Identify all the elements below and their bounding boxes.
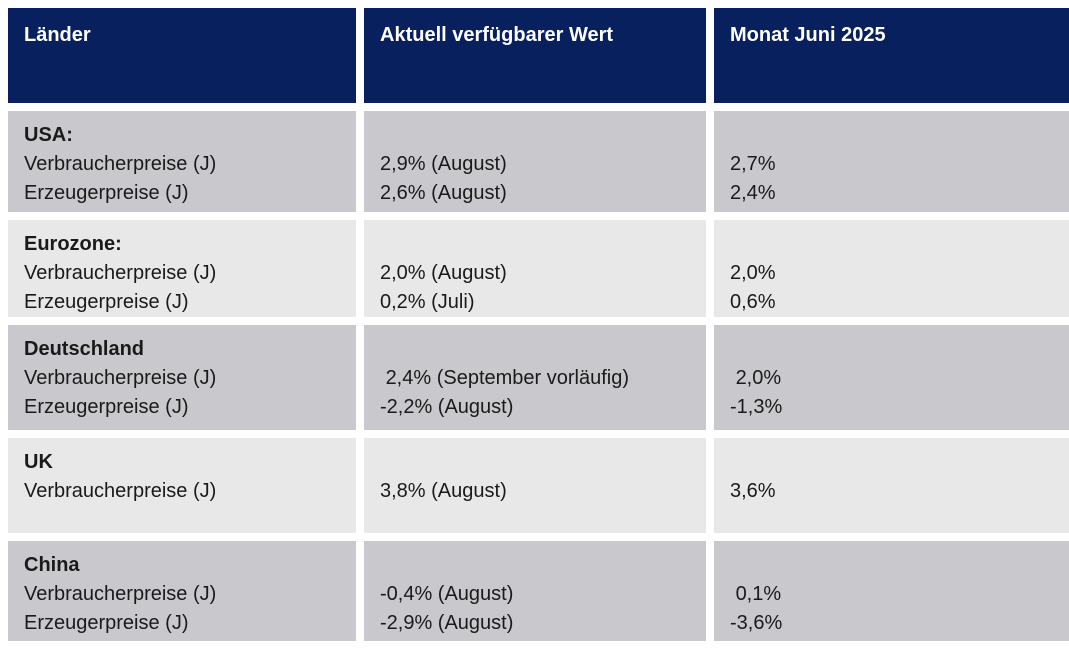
row-usa-indicators-cell: USA: Verbraucherpreise (J) Erzeugerpreis… (8, 111, 356, 212)
june-values: 3,6% (730, 480, 776, 502)
country-name: China (24, 554, 80, 576)
country-name: USA: (24, 124, 73, 146)
row-usa-current-cell: 2,9% (August) 2,6% (August) (364, 111, 706, 212)
june-values: 0,1% -3,6% (730, 583, 783, 634)
country-name: Eurozone: (24, 233, 122, 255)
row-uk-indicators-cell: UK Verbraucherpreise (J) (8, 438, 356, 533)
row-usa-june-cell: 2,7% 2,4% (714, 111, 1069, 212)
header-cell-monat-juni: Monat Juni 2025 (714, 8, 1069, 103)
current-values: 2,9% (August) 2,6% (August) (380, 153, 507, 204)
june-values: 2,7% 2,4% (730, 153, 776, 204)
header-cell-aktuell-wert: Aktuell verfügbarer Wert (364, 8, 706, 103)
row-eurozone-indicators-cell: Eurozone: Verbraucherpreise (J) Erzeuger… (8, 220, 356, 317)
header-cell-laender: Länder (8, 8, 356, 103)
current-values: 3,8% (August) (380, 480, 507, 502)
indicator-labels: Verbraucherpreise (J) Erzeugerpreise (J) (24, 262, 217, 313)
country-name: UK (24, 451, 53, 473)
june-values: 2,0% -1,3% (730, 367, 783, 418)
row-eurozone-current-cell: 2,0% (August) 0,2% (Juli) (364, 220, 706, 317)
indicator-labels: Verbraucherpreise (J) Erzeugerpreise (J) (24, 153, 217, 204)
current-values: 2,4% (September vorläufig) -2,2% (August… (380, 367, 630, 418)
june-values: 2,0% 0,6% (730, 262, 776, 313)
row-china-june-cell: 0,1% -3,6% (714, 541, 1069, 641)
row-uk-current-cell: 3,8% (August) (364, 438, 706, 533)
indicator-labels: Verbraucherpreise (J) Erzeugerpreise (J) (24, 367, 217, 418)
row-deutschland-indicators-cell: Deutschland Verbraucherpreise (J) Erzeug… (8, 325, 356, 430)
row-deutschland-june-cell: 2,0% -1,3% (714, 325, 1069, 430)
row-china-current-cell: -0,4% (August) -2,9% (August) (364, 541, 706, 641)
current-values: -0,4% (August) -2,9% (August) (380, 583, 514, 634)
row-eurozone-june-cell: 2,0% 0,6% (714, 220, 1069, 317)
indicator-labels: Verbraucherpreise (J) (24, 480, 217, 502)
row-china-indicators-cell: China Verbraucherpreise (J) Erzeugerprei… (8, 541, 356, 641)
country-name: Deutschland (24, 338, 145, 360)
row-uk-june-cell: 3,6% (714, 438, 1069, 533)
row-deutschland-current-cell: 2,4% (September vorläufig) -2,2% (August… (364, 325, 706, 430)
current-values: 2,0% (August) 0,2% (Juli) (380, 262, 507, 313)
indicator-labels: Verbraucherpreise (J) Erzeugerpreise (J) (24, 583, 217, 634)
